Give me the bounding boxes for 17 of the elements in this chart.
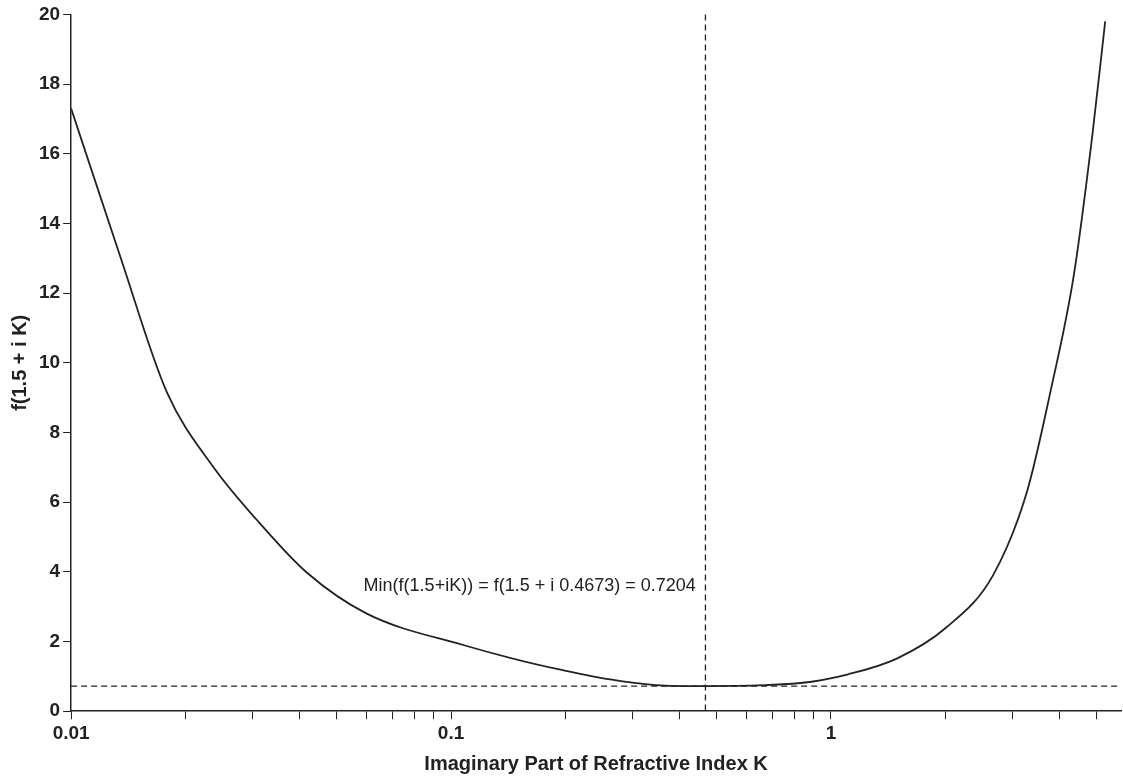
x-tick-label: 1	[825, 721, 837, 743]
annotation: Min(f(1.5+iK)) = f(1.5 + i 0.4673) = 0.7204	[363, 574, 696, 595]
y-tick-label: 0	[49, 699, 61, 721]
y-tick-label: 8	[49, 420, 61, 442]
y-tick-label: 12	[38, 281, 61, 303]
y-tick-label: 4	[49, 560, 61, 582]
y-tick-label: 16	[38, 141, 61, 163]
x-tick-label: 0.1	[437, 721, 465, 743]
y-tick-label: 6	[49, 490, 61, 512]
y-tick-label: 18	[38, 72, 61, 94]
y-tick-label: 20	[38, 2, 61, 24]
y-axis-title: f(1.5 + i K)	[7, 314, 30, 411]
x-axis-title: Imaginary Part of Refractive Index K	[424, 751, 769, 774]
y-tick-label: 14	[38, 211, 61, 233]
y-tick-label: 10	[38, 351, 61, 373]
x-tick-label: 0.01	[52, 721, 91, 743]
y-tick-label: 2	[49, 629, 61, 651]
